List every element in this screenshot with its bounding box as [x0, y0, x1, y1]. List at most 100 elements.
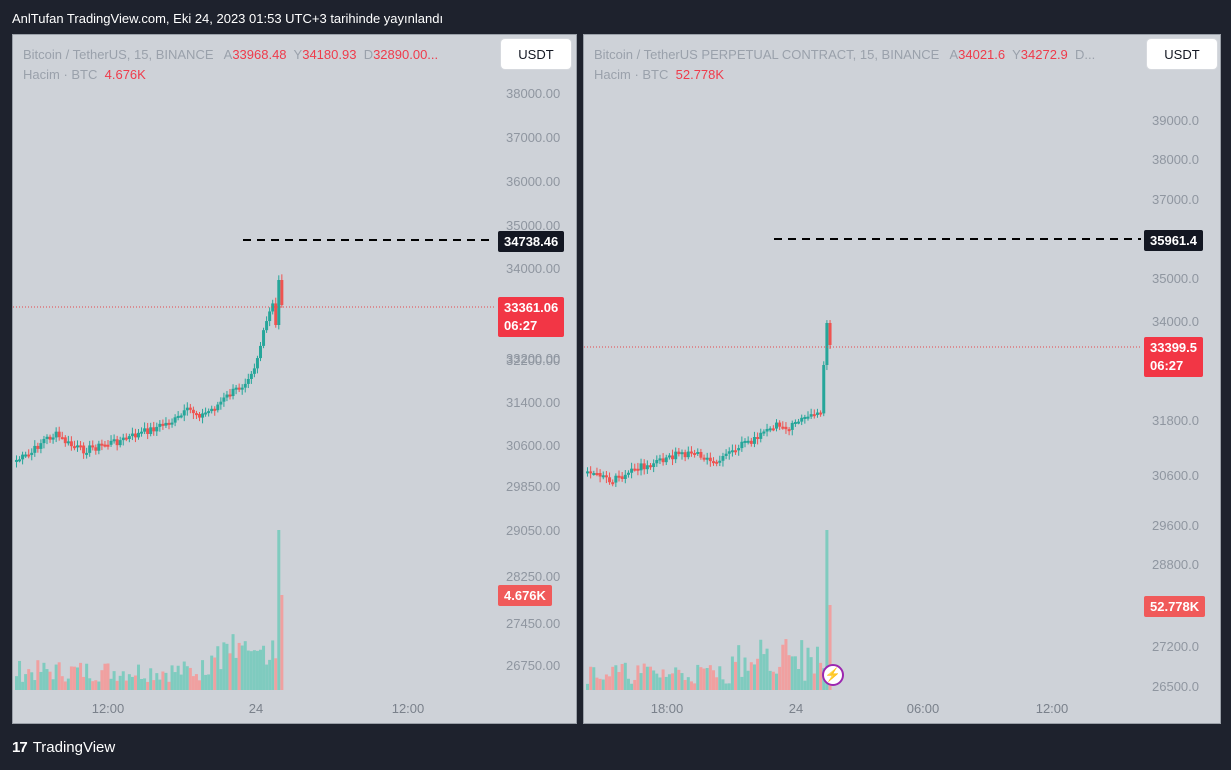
candle-body	[667, 455, 671, 458]
candlestick-chart-left[interactable]	[13, 35, 577, 724]
candle-body	[85, 452, 89, 455]
price-axis-tick: 38000.0	[1152, 152, 1199, 167]
volume-bar	[103, 663, 107, 690]
volume-bar	[674, 667, 678, 690]
volume-bar	[204, 674, 208, 690]
volume-bar	[36, 660, 40, 690]
volume-bar	[642, 663, 646, 690]
price-axis-tick: 26500.0	[1152, 679, 1199, 694]
candle-body	[595, 473, 599, 476]
volume-bar	[718, 666, 722, 690]
candle-body	[170, 422, 174, 425]
volume-bar	[746, 670, 750, 690]
candle-body	[601, 475, 605, 478]
candle-body	[213, 408, 217, 411]
last-price-value: 33399.5	[1150, 340, 1197, 355]
volume-bar	[762, 654, 766, 690]
price-axis-tick: 29850.00	[506, 479, 561, 494]
candle-body	[806, 416, 810, 419]
price-axis-tick: 28800.0	[1152, 557, 1199, 572]
volume-bar	[715, 677, 719, 690]
volume-bar	[191, 676, 195, 690]
volume-bar	[806, 647, 810, 690]
volume-bar	[268, 659, 272, 690]
candle-body	[819, 412, 823, 415]
symbol-label[interactable]: Bitcoin / TetherUS PERPETUAL CONTRACT, 1…	[594, 47, 940, 62]
volume-bar	[222, 642, 226, 690]
candle-body	[671, 455, 675, 460]
volume-bar	[155, 673, 159, 690]
candle-body	[185, 407, 189, 411]
volume-bar	[198, 680, 201, 690]
currency-button[interactable]: USDT	[1147, 39, 1217, 69]
candle-body	[24, 454, 28, 457]
candle-body	[614, 475, 618, 483]
candle-body	[724, 453, 728, 456]
volume-bar	[219, 669, 223, 690]
candle-body	[633, 468, 637, 471]
price-axis-tick: 38000.00	[506, 86, 561, 101]
candle-body	[652, 463, 656, 468]
price-axis-tick: 29050.00	[506, 523, 561, 538]
symbol-label[interactable]: Bitcoin / TetherUS, 15, BINANCE	[23, 47, 214, 62]
candle-body	[188, 407, 192, 410]
volume-bar	[237, 642, 241, 690]
volume-bar	[246, 650, 250, 690]
currency-button[interactable]: USDT	[501, 39, 571, 69]
volume-bar	[639, 673, 643, 690]
candle-body	[800, 417, 804, 422]
volume-bar	[280, 595, 284, 690]
candle-body	[775, 422, 778, 429]
candle-body	[231, 388, 235, 397]
price-axis-tick: 26750.00	[506, 658, 561, 673]
volume-bar	[797, 668, 801, 690]
volume-bar	[164, 672, 168, 690]
volume-bar	[66, 678, 70, 690]
volume-bar	[645, 666, 649, 690]
candle-body	[718, 460, 722, 463]
volume-bar	[815, 646, 819, 690]
volume-bar	[743, 657, 747, 690]
candle-body	[759, 432, 763, 439]
volume-label: Hacim · BTC	[594, 67, 669, 82]
volume-bar	[671, 673, 675, 690]
candle-body	[825, 323, 829, 365]
candle-body	[815, 412, 819, 415]
candle-body	[79, 445, 83, 448]
chart-panel-left[interactable]: Bitcoin / TetherUS, 15, BINANCE A33968.4…	[12, 34, 577, 724]
volume-bar	[94, 680, 98, 690]
candle-body	[15, 459, 18, 462]
candle-body	[118, 440, 122, 446]
candle-body	[219, 401, 223, 405]
candlestick-chart-right[interactable]	[584, 35, 1221, 724]
volume-bar	[781, 644, 785, 690]
candle-body	[109, 440, 113, 445]
volume-bar	[790, 656, 794, 690]
volume-bar	[689, 681, 693, 690]
candle-body	[103, 444, 107, 447]
tradingview-brand[interactable]: 17 TradingView	[12, 739, 115, 756]
volume-bar	[173, 672, 177, 690]
candle-body	[240, 387, 244, 390]
candle-body	[42, 438, 46, 444]
candle-body	[149, 427, 153, 434]
volume-value: 4.676K	[104, 67, 146, 82]
chart-panel-right[interactable]: Bitcoin / TetherUS PERPETUAL CONTRACT, 1…	[583, 34, 1221, 724]
candle-body	[88, 445, 92, 453]
candle-body	[39, 443, 43, 449]
candle-body	[48, 436, 52, 440]
lightning-icon[interactable]: ⚡	[822, 664, 844, 686]
candle-body	[645, 465, 649, 470]
candle-body	[705, 457, 709, 460]
candle-body	[658, 458, 662, 461]
candle-body	[255, 358, 259, 369]
volume-bar	[658, 677, 662, 690]
volume-bar	[97, 681, 101, 690]
candle-body	[66, 441, 70, 444]
candle-body	[194, 413, 198, 416]
candle-body	[265, 321, 269, 331]
volume-bar	[809, 657, 813, 690]
volume-bar	[617, 672, 621, 690]
price-axis-tick: 34000.00	[506, 261, 561, 276]
candle-body	[752, 437, 756, 444]
